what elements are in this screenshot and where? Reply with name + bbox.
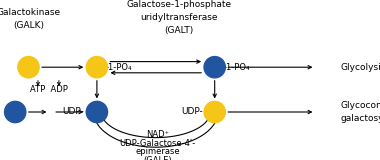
Text: (GALT): (GALT) <box>164 26 193 35</box>
Text: UDP-: UDP- <box>182 108 203 116</box>
Text: (GALE): (GALE) <box>143 156 172 160</box>
Text: Galactose-1-phosphate: Galactose-1-phosphate <box>126 0 231 9</box>
Text: Glycoconjugate: Glycoconjugate <box>340 101 380 110</box>
Ellipse shape <box>18 56 39 78</box>
Ellipse shape <box>204 101 225 123</box>
Text: -1-PO₄: -1-PO₄ <box>223 63 250 72</box>
Ellipse shape <box>5 101 26 123</box>
Ellipse shape <box>204 56 225 78</box>
Text: -1-PO₄: -1-PO₄ <box>106 63 132 72</box>
Ellipse shape <box>86 101 108 123</box>
Text: Glycolysis: Glycolysis <box>340 63 380 72</box>
Text: uridyltransferase: uridyltransferase <box>140 13 217 22</box>
Text: galactosylation: galactosylation <box>340 114 380 123</box>
Text: Galactokinase: Galactokinase <box>0 8 60 17</box>
Text: UDP-: UDP- <box>63 108 84 116</box>
Text: NAD⁺: NAD⁺ <box>146 130 169 139</box>
Text: epimerase: epimerase <box>135 148 180 156</box>
Text: (GALK): (GALK) <box>13 21 44 30</box>
Text: ATP  ADP: ATP ADP <box>30 85 68 94</box>
Text: UDP-Galactose-4ʹ-: UDP-Galactose-4ʹ- <box>120 140 196 148</box>
Ellipse shape <box>86 56 108 78</box>
